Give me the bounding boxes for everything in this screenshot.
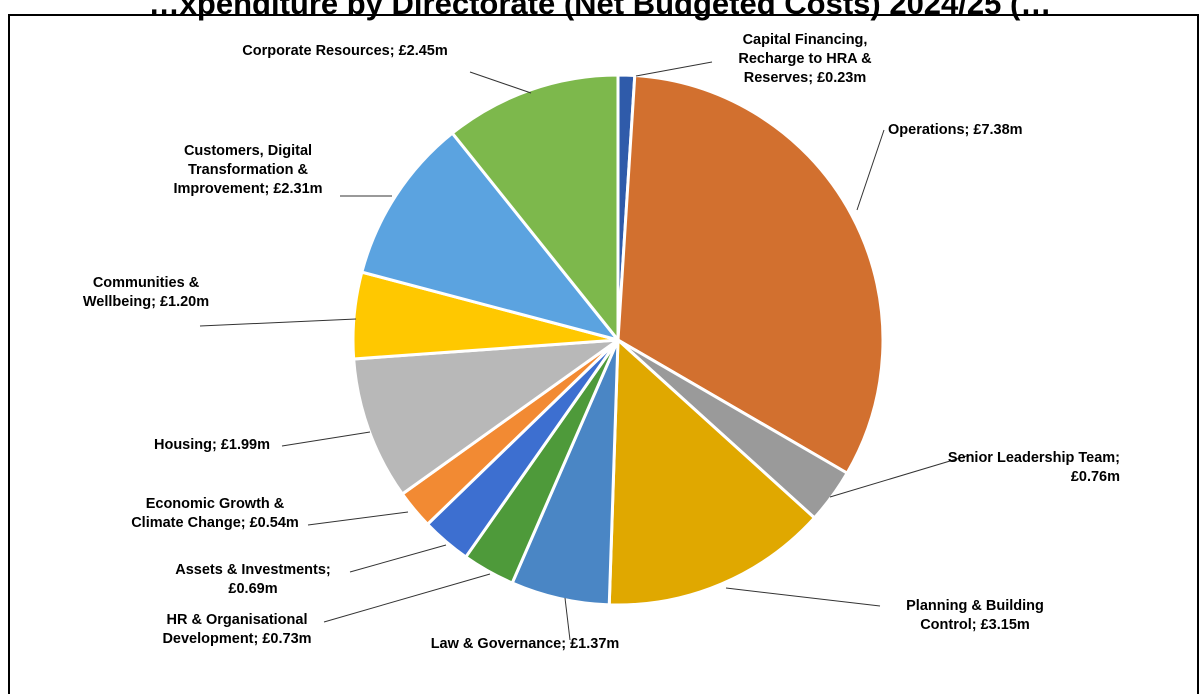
leader-line-6 bbox=[323, 573, 491, 623]
leader-line-1 bbox=[635, 61, 713, 77]
leader-line-7 bbox=[349, 544, 447, 573]
slice-label-7: Assets & Investments; £0.69m bbox=[175, 562, 331, 597]
slice-label-5: Law & Governance; £1.37m bbox=[431, 636, 620, 652]
pie-slice-9 bbox=[352, 338, 620, 496]
leader-line-10 bbox=[199, 318, 357, 327]
pie-slice-11 bbox=[360, 131, 620, 342]
pie-slice-4 bbox=[607, 338, 816, 607]
slice-label-3: Senior Leadership Team; £0.76m bbox=[948, 450, 1120, 485]
leader-line-3 bbox=[829, 454, 971, 498]
slice-label-12: Corporate Resources; £2.45m bbox=[242, 43, 448, 59]
slice-label-1: Capital Financing, Recharge to HRA & Reser… bbox=[738, 32, 872, 86]
slice-label-2: Operations; £7.38m bbox=[888, 122, 1023, 138]
chart-frame bbox=[8, 14, 1199, 694]
slice-label-8: Economic Growth & Climate Change; £0.54m bbox=[131, 496, 299, 531]
leader-line-9 bbox=[281, 431, 371, 447]
slice-label-10: Communities & Wellbeing; £1.20m bbox=[83, 275, 209, 310]
slice-label-9: Housing; £1.99m bbox=[154, 437, 270, 453]
leader-line-12 bbox=[469, 71, 532, 94]
leader-line-2 bbox=[856, 129, 885, 211]
slice-label-11: Customers, Digital Transformation & Improv… bbox=[173, 143, 322, 197]
pie-slices bbox=[351, 73, 885, 607]
slice-label-4: Planning & Building Control; £3.15m bbox=[906, 598, 1044, 633]
pie-slice-12 bbox=[450, 73, 620, 342]
leader-line-8 bbox=[307, 511, 409, 526]
leader-line-5 bbox=[564, 597, 571, 641]
leader-line-4 bbox=[725, 587, 881, 607]
slice-labels: Capital Financing, Recharge to HRA & Reser… bbox=[83, 32, 1120, 652]
pie-slice-2 bbox=[616, 74, 885, 475]
slice-label-6: HR & Organisational Development; £0.73m bbox=[162, 612, 311, 647]
